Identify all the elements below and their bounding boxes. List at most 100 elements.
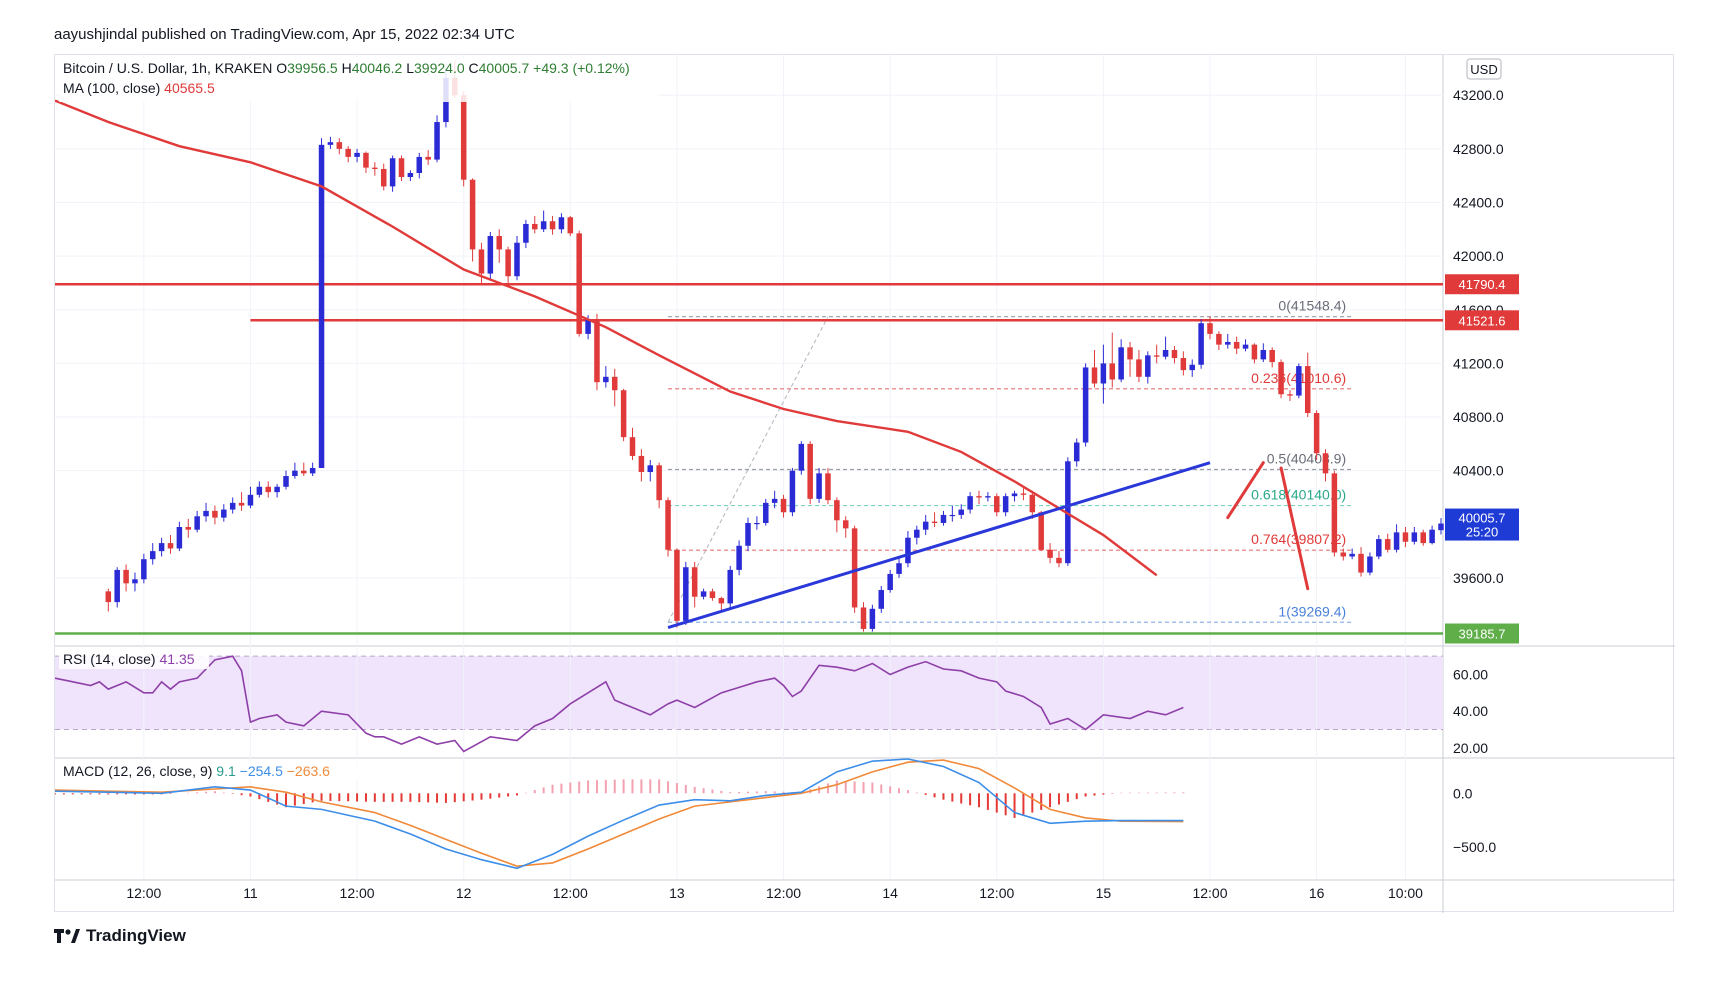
candle-body xyxy=(709,591,716,599)
candle-body xyxy=(469,179,476,250)
candle-body xyxy=(256,486,263,495)
price-tick-label: 39600.0 xyxy=(1453,570,1504,586)
resistance-1-price-badge xyxy=(1445,274,1519,295)
legend-rsi-value: 41.35 xyxy=(159,651,194,667)
candle-body xyxy=(532,223,538,230)
rsi-band xyxy=(55,656,1443,730)
candle-body xyxy=(1109,363,1116,380)
candle-body xyxy=(1047,549,1053,558)
candle-body xyxy=(1011,493,1018,497)
candle-body xyxy=(1207,323,1213,334)
candle-body xyxy=(691,567,698,597)
drawings-layer: 0(41548.4)0.236(41010.6)0.5(40408.9)0.61… xyxy=(55,282,1443,635)
legend-ma-value: 40565.5 xyxy=(164,80,215,96)
candle-body xyxy=(1251,344,1258,360)
price-tick-label: 40400.0 xyxy=(1453,463,1504,479)
candle-body xyxy=(727,569,733,604)
candle-body xyxy=(238,502,245,506)
candle-body xyxy=(700,591,707,597)
macd-tick-label: 0.0 xyxy=(1453,785,1473,801)
candle-body xyxy=(976,496,982,498)
candle-body xyxy=(158,543,165,552)
legend-ohlc-key: H xyxy=(342,60,352,76)
candle-body xyxy=(1384,539,1391,550)
candle-body xyxy=(674,549,680,621)
candle-body xyxy=(274,486,280,493)
legend-backdrop xyxy=(59,649,209,669)
legend-macd-value: −254.5 xyxy=(240,763,287,779)
candle-body xyxy=(354,152,360,157)
candle-body xyxy=(665,500,671,550)
legend-ma-line: MA (100, close) 40565.5 xyxy=(63,80,215,96)
resistance-1-price-badge-label: 41790.4 xyxy=(1459,277,1506,292)
candle-body xyxy=(1296,366,1302,396)
candle-body xyxy=(229,502,236,510)
candle-body xyxy=(203,510,209,517)
candle-body xyxy=(869,608,876,629)
currency-badge xyxy=(1466,58,1502,80)
candle-body xyxy=(301,470,307,474)
candle-body xyxy=(327,142,334,145)
candle-body xyxy=(567,217,574,234)
candles-layer xyxy=(105,60,1444,632)
candle-body xyxy=(789,470,796,513)
candle-body xyxy=(1322,453,1329,474)
candle-body xyxy=(798,443,805,471)
price-tick-label: 41200.0 xyxy=(1453,355,1504,371)
legend-macd-value: 9.1 xyxy=(216,763,239,779)
candle-body xyxy=(1020,493,1027,495)
candle-body xyxy=(549,221,556,230)
current-price-badge xyxy=(1445,508,1519,541)
price-tick-label: 42400.0 xyxy=(1453,195,1504,211)
candle-body xyxy=(1287,394,1293,396)
candle-body xyxy=(878,590,885,609)
resistance-2-price-badge-label: 41521.6 xyxy=(1459,313,1506,328)
candle-body xyxy=(1100,363,1107,384)
candle-body xyxy=(754,522,760,525)
publisher-line: aayushjindal published on TradingView.co… xyxy=(54,26,515,43)
candle-body xyxy=(478,249,485,274)
candle-body xyxy=(345,148,351,157)
legend-ohlc-value: 40046.2 xyxy=(352,60,407,76)
candle-body xyxy=(380,168,387,187)
time-tick-label: 11 xyxy=(243,885,258,901)
tradingview-brand[interactable]: TradingView xyxy=(54,926,186,946)
candle-body xyxy=(149,551,156,560)
candle-body xyxy=(416,156,423,173)
candle-body xyxy=(1367,556,1373,573)
candle-body xyxy=(292,470,298,477)
grid-layer xyxy=(55,55,1443,879)
projection-arrow xyxy=(1279,466,1310,591)
rsi-tick-label: 60.00 xyxy=(1453,667,1488,683)
candle-body xyxy=(1233,341,1240,349)
candle-body xyxy=(1198,323,1204,365)
candle-body xyxy=(1180,358,1187,371)
candle-body xyxy=(283,476,289,487)
candle-body xyxy=(994,496,1000,513)
fib-level-label: 0.764(39807.2) xyxy=(1251,531,1346,547)
candle-body xyxy=(603,376,609,383)
candle-body xyxy=(318,144,325,468)
fib-level-label: 0.5(40408.9) xyxy=(1267,450,1346,466)
candle-body xyxy=(620,390,627,438)
candle-body xyxy=(363,152,369,168)
chart-frame: 0(41548.4)0.236(41010.6)0.5(40408.9)0.61… xyxy=(54,54,1675,913)
price-tick-label: 40800.0 xyxy=(1453,409,1504,425)
chart-svg[interactable]: 0(41548.4)0.236(41010.6)0.5(40408.9)0.61… xyxy=(54,55,1675,913)
candle-body xyxy=(842,520,849,529)
candle-body xyxy=(1029,494,1036,513)
time-tick-label: 12:00 xyxy=(1192,885,1227,901)
candle-body xyxy=(407,173,414,178)
candle-body xyxy=(851,528,858,608)
candle-body xyxy=(114,569,120,603)
time-tick-label: 14 xyxy=(882,885,898,901)
rsi-line xyxy=(54,655,1184,753)
candle-body xyxy=(576,233,582,334)
candle-body xyxy=(1189,364,1195,371)
candle-body xyxy=(594,319,600,383)
rsi-tick-label: 20.00 xyxy=(1453,740,1488,756)
candle-body xyxy=(949,514,956,517)
candle-body xyxy=(1118,347,1124,380)
candle-body xyxy=(1162,350,1169,357)
currency-badge-label: USD xyxy=(1470,62,1497,77)
